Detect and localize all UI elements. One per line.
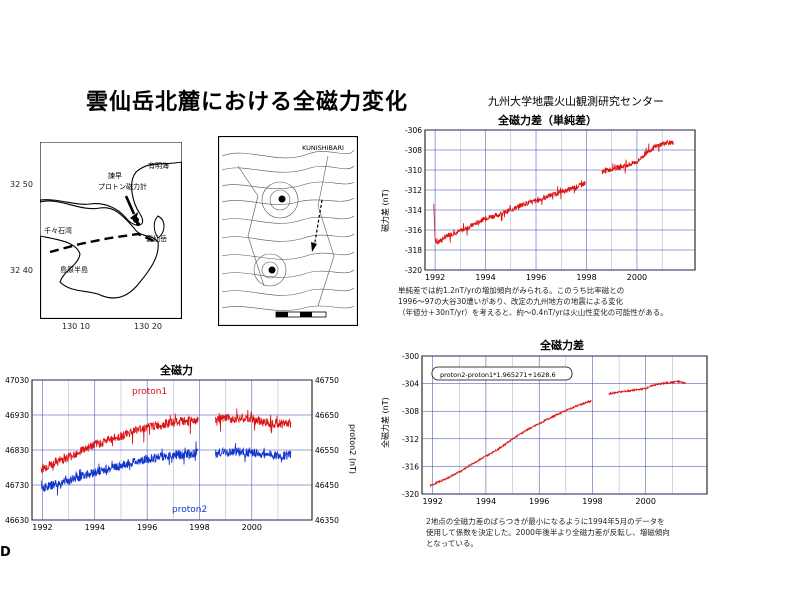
chart-bottom-left-label-proton1: proton1 <box>132 387 167 397</box>
map-label-unzen: 雲仙岳 <box>146 234 167 243</box>
chart-bottom-right-xtick-label: 2000 <box>636 497 656 506</box>
topographic-map: KUNISHIBARI <box>218 136 358 326</box>
page-title: 雲仙岳北麓における全磁力変化 <box>86 90 409 115</box>
chart-bottom-left-ytick-label-right: 46450 <box>315 481 339 490</box>
lat-label-40: 32 40 <box>10 266 33 275</box>
chart-bottom-right-xtick-label: 1994 <box>476 497 496 506</box>
chart-top-right-xtick-label: 1992 <box>425 273 445 282</box>
chart-bottom-left-xtick-label: 1992 <box>32 523 52 532</box>
chart-top-right-xtick-label: 2000 <box>627 273 647 282</box>
chart-bottom-right-ytick-label: -300 <box>402 352 419 361</box>
chart-bottom-left-title: 全磁力 <box>160 364 193 377</box>
chart-bottom-right-ytick-label: -316 <box>402 462 419 471</box>
lon-label-20: 130 20 <box>134 322 162 331</box>
chart-bottom-right-legend: proton2-proton1*1.965271+1628.6 <box>440 371 556 379</box>
note-bottom-line-2: 使用して係数を決定した。2000年後半より全磁力差が反転し、増磁傾向 <box>426 528 670 537</box>
chart-bottom-right-xtick-label: 1998 <box>582 497 602 506</box>
chart-bottom-right-xtick-label: 1992 <box>422 497 442 506</box>
chart-bottom-right-legend-box <box>431 366 573 381</box>
chart-bottom-left-ytick-label: 46830 <box>5 446 29 455</box>
chart-bottom-right-title: 全磁力差 <box>540 339 584 352</box>
chart-bottom-right-ylabel: 全磁力差 (nT) <box>380 397 390 448</box>
map-label-shimabara: 島原半島 <box>60 265 88 274</box>
map-label-chijiwa: 千々石湾 <box>44 226 72 235</box>
chart-bottom-left-xtick-label: 2000 <box>242 523 262 532</box>
chart-top-right-xtick-label: 1994 <box>475 273 495 282</box>
chart-bottom-left-ytick-label: 46730 <box>5 481 29 490</box>
chart-top-right-title: 全磁力差（単純差） <box>498 114 597 127</box>
chart-bottom-right-ytick-label: -312 <box>402 435 419 444</box>
chart-bottom-left-ytick-label: 46630 <box>5 516 29 525</box>
chart-bottom-right-ytick-label: -304 <box>402 380 419 389</box>
chart-top-right: 1992 1994 1996 1998 2000 -320 -318 -316 -314 -312… <box>380 126 696 282</box>
chart-bottom-left-ytick-label-right: 46350 <box>315 516 339 525</box>
chart-bottom-right-ytick-label: -320 <box>402 490 419 499</box>
chart-bottom-left-ytick-label-right: 46550 <box>315 446 339 455</box>
lat-label-50: 32 50 <box>10 180 33 189</box>
note-top-line-2: 1996～97の大谷30遭いがあり、改定の九州地方の地震による変化 <box>398 297 624 306</box>
chart-bottom-left-ytick-label: 46930 <box>5 411 29 420</box>
chart-top-right-ylabel: 磁力差 (nT) <box>380 189 390 232</box>
chart-top-right-xtick-label: 1996 <box>526 273 546 282</box>
note-top-line-3: （年値分＋30nT/yr）を考えると、約～0.4nT/yrは火山性変化の可能性が… <box>398 308 668 317</box>
chart-top-right-ytick-label: -308 <box>405 146 422 155</box>
chart-bottom-right-xtick-label: 1996 <box>529 497 549 506</box>
chart-top-right-ytick-label: -306 <box>405 126 422 135</box>
topo-label: KUNISHIBARI <box>302 144 344 152</box>
chart-bottom-left-ytick-label-right: 46650 <box>315 411 339 420</box>
chart-top-right-xtick-label: 1998 <box>576 273 596 282</box>
note-bottom-line-1: 2地点の全磁力差のばらつきが最小になるように1994年5月のデータを <box>426 517 665 526</box>
chart-top-right-ytick-label: -312 <box>405 186 422 195</box>
map-label-proton: プロトン磁力計 <box>98 182 147 191</box>
chart-bottom-left-xtick-label: 1998 <box>189 523 209 532</box>
chart-top-right-plot-area <box>424 129 696 271</box>
corner-glyph: D <box>0 545 11 560</box>
chart-bottom-right: 1992 1994 1996 1998 2000 -320 -316 -312 -308 -304… <box>380 352 708 506</box>
chart-bottom-left-series-proton1 <box>40 408 292 474</box>
chart-top-right-ytick-label: -316 <box>405 226 422 235</box>
chart-bottom-left-ylabel-right: proton2 (nT) <box>348 424 357 474</box>
location-map: 諫早 プロトン磁力計 有明海 雲仙岳 千々石湾 島原半島 <box>40 142 182 319</box>
note-top-line-1: 単純差では約1.2nT/yrの増加傾向がみられる。このうち比率磁との <box>398 286 625 295</box>
chart-bottom-left-xtick-label: 1996 <box>137 523 157 532</box>
map-label-ariake: 有明海 <box>148 161 169 170</box>
organization-name: 九州大学地震火山観測研究センター <box>488 95 664 108</box>
chart-top-right-ytick-label: -320 <box>405 266 422 275</box>
chart-bottom-left-ytick-label: 47030 <box>5 376 29 385</box>
chart-top-right-series-line <box>433 139 674 245</box>
chart-bottom-left-label-proton2: proton2 <box>172 505 207 515</box>
chart-bottom-left-ytick-label-right: 46750 <box>315 376 339 385</box>
chart-bottom-left: 1992 1994 1996 1998 2000 46630 46730 46830 46930… <box>5 376 357 532</box>
lon-label-10: 130 10 <box>62 322 90 331</box>
map-label-station: 諫早 <box>108 171 122 180</box>
chart-bottom-right-ytick-label: -308 <box>402 407 419 416</box>
chart-top-right-ytick-label: -310 <box>405 166 422 175</box>
note-bottom-line-3: となっている。 <box>426 539 478 548</box>
chart-bottom-right-series-line <box>429 379 686 488</box>
chart-top-right-ytick-label: -318 <box>405 246 422 255</box>
chart-bottom-left-series-proton2 <box>40 441 292 496</box>
chart-bottom-left-xtick-label: 1994 <box>85 523 105 532</box>
chart-top-right-ytick-label: -314 <box>405 206 422 215</box>
